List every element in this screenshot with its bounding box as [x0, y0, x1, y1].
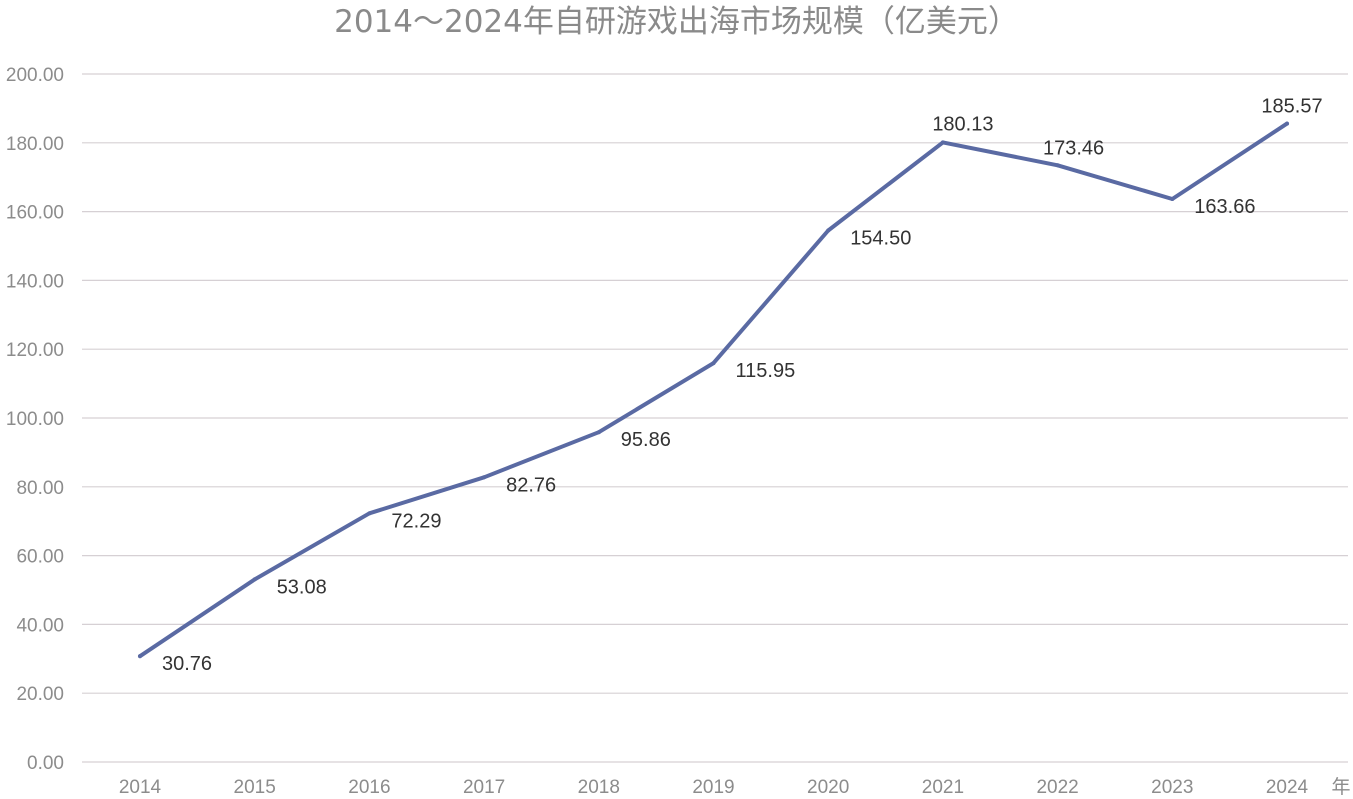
x-axis: 2014 2015 2016 2017 2018 2019 2020 2021 2022 2023… [119, 776, 1351, 798]
data-label: 163.66 [1194, 196, 1255, 218]
data-point [367, 511, 372, 516]
data-label: 173.46 [1043, 137, 1104, 159]
data-label: 53.08 [277, 576, 327, 598]
x-tick-label: 2014 [119, 777, 162, 798]
x-axis-unit-label: 年 [1331, 776, 1350, 798]
x-tick-label: 2016 [348, 777, 390, 798]
x-tick-label: 2017 [463, 777, 505, 798]
data-label: 185.57 [1261, 96, 1322, 118]
data-label: 30.76 [162, 653, 212, 675]
y-tick-label: 100.00 [6, 409, 64, 430]
data-point [1285, 121, 1289, 126]
data-label: 154.50 [850, 228, 911, 250]
x-tick-label: 2015 [234, 777, 276, 798]
x-tick-label: 2022 [1036, 777, 1078, 798]
x-tick-label: 2021 [922, 777, 964, 798]
data-point [1055, 163, 1060, 168]
chart-title: 2014～2024年自研游戏出海市场规模（亿美元） [334, 4, 1019, 40]
y-tick-label: 40.00 [16, 615, 64, 636]
data-point [138, 654, 142, 659]
data-label: 180.13 [932, 113, 993, 135]
series [138, 121, 1289, 659]
y-tick-label: 80.00 [16, 478, 64, 499]
data-label: 115.95 [736, 360, 796, 382]
data-point [252, 577, 257, 582]
y-tick-label: 0.00 [27, 753, 64, 774]
data-label: 95.86 [621, 429, 671, 451]
y-tick-label: 120.00 [6, 340, 64, 361]
data-point [826, 228, 831, 233]
data-point [940, 140, 945, 145]
x-tick-label: 2019 [692, 777, 734, 798]
data-point [711, 361, 716, 366]
x-tick-label: 2024 [1266, 777, 1309, 798]
y-tick-label: 140.00 [6, 271, 64, 292]
x-tick-label: 2023 [1151, 777, 1193, 798]
x-tick-label: 2020 [807, 777, 849, 798]
data-labels: 30.76 53.08 72.29 82.76 95.86 115.95 154.50 180… [162, 96, 1323, 676]
y-tick-label: 200.00 [6, 65, 64, 86]
data-point [1170, 197, 1175, 202]
y-axis: 0.00 20.00 40.00 60.00 80.00 100.00 120.00 140.… [6, 65, 64, 774]
y-tick-label: 180.00 [6, 134, 64, 155]
data-label: 82.76 [506, 474, 556, 496]
y-tick-label: 160.00 [6, 203, 64, 224]
grid-lines [82, 73, 1348, 763]
y-tick-label: 60.00 [16, 547, 64, 568]
data-label: 72.29 [391, 510, 441, 532]
data-point [482, 475, 487, 480]
y-tick-label: 20.00 [16, 684, 64, 705]
x-tick-label: 2018 [578, 777, 620, 798]
data-point [596, 430, 601, 435]
